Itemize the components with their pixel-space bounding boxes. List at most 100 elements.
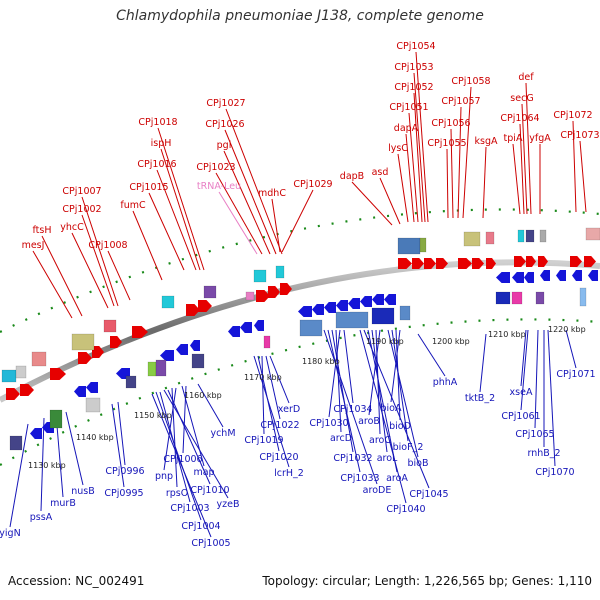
gene-label-trna-leu[interactable]: tRNA-Leu: [197, 181, 241, 192]
gene-label-yign[interactable]: yigN: [0, 528, 21, 539]
feature-box[interactable]: [85, 397, 101, 413]
reverse-gene-arrow[interactable]: [336, 300, 348, 311]
forward-gene-arrow[interactable]: [412, 258, 424, 269]
feature-box[interactable]: [371, 307, 395, 325]
reverse-gene-arrow[interactable]: [556, 270, 566, 281]
reverse-gene-arrow[interactable]: [254, 320, 264, 331]
reverse-gene-arrow[interactable]: [524, 272, 534, 283]
gene-label-cpj1070[interactable]: CPj1070: [535, 467, 574, 478]
gene-label-aroa[interactable]: aroA: [386, 473, 408, 484]
gene-label-arob[interactable]: aroB: [358, 416, 380, 427]
forward-gene-arrow[interactable]: [92, 346, 104, 358]
gene-label-yzeb[interactable]: yzeB: [217, 499, 240, 510]
gene-label-biod[interactable]: bioD: [389, 421, 411, 432]
gene-label-arol[interactable]: aroL: [377, 453, 398, 464]
gene-label-cpj1061[interactable]: CPj1061: [501, 411, 540, 422]
gene-label-cpj1026[interactable]: CPj1026: [205, 119, 244, 130]
gene-label-cpj1056[interactable]: CPj1056: [431, 118, 470, 129]
gene-label-isph[interactable]: ispH: [151, 138, 172, 149]
forward-gene-arrow[interactable]: [570, 256, 582, 267]
forward-gene-arrow[interactable]: [280, 283, 292, 295]
reverse-gene-arrow[interactable]: [372, 294, 384, 305]
forward-gene-arrow[interactable]: [78, 352, 92, 364]
reverse-gene-arrow[interactable]: [240, 322, 252, 333]
feature-box[interactable]: [9, 435, 23, 451]
feature-box[interactable]: [245, 291, 255, 301]
gene-label-cpj1005[interactable]: CPj1005: [191, 538, 230, 549]
forward-gene-arrow[interactable]: [526, 256, 536, 267]
gene-label-lysc[interactable]: lysC: [388, 143, 408, 154]
gene-label-cpj1020[interactable]: CPj1020: [259, 452, 298, 463]
feature-box[interactable]: [191, 353, 205, 369]
feature-box[interactable]: [49, 409, 63, 429]
forward-gene-arrow[interactable]: [186, 304, 200, 316]
feature-box[interactable]: [525, 229, 535, 243]
gene-label-cpj0995[interactable]: CPj0995: [104, 488, 143, 499]
reverse-gene-arrow[interactable]: [496, 272, 510, 283]
forward-gene-arrow[interactable]: [6, 388, 20, 400]
gene-label-cpj1027[interactable]: CPj1027: [206, 98, 245, 109]
feature-box[interactable]: [299, 319, 323, 337]
gene-label-ychm[interactable]: ychM: [210, 428, 235, 439]
gene-label-pnp[interactable]: pnp: [155, 471, 173, 482]
gene-label-arode[interactable]: aroDE: [363, 485, 392, 496]
feature-box[interactable]: [253, 269, 267, 283]
gene-label-cpj1057[interactable]: CPj1057: [441, 96, 480, 107]
feature-box[interactable]: [155, 359, 167, 377]
gene-label-lcrh-2[interactable]: lcrH_2: [274, 468, 304, 479]
reverse-gene-arrow[interactable]: [30, 428, 42, 439]
reverse-gene-arrow[interactable]: [298, 306, 312, 317]
feature-box[interactable]: [1, 369, 17, 383]
gene-label-cpj1073[interactable]: CPj1073: [560, 130, 599, 141]
feature-box[interactable]: [579, 287, 587, 307]
gene-label-cpj1040[interactable]: CPj1040: [386, 504, 425, 515]
forward-gene-arrow[interactable]: [198, 300, 212, 312]
forward-gene-arrow[interactable]: [472, 258, 484, 269]
gene-label-cpj1064[interactable]: CPj1064: [500, 113, 539, 124]
feature-box[interactable]: [535, 291, 545, 305]
gene-label-cpj1055[interactable]: CPj1055: [427, 138, 466, 149]
gene-label-rnhb-2[interactable]: rnhB_2: [527, 448, 560, 459]
gene-label-yfga[interactable]: yfgA: [529, 133, 551, 144]
gene-label-rpso[interactable]: rpsO: [166, 488, 188, 499]
feature-box[interactable]: [539, 229, 547, 243]
gene-label-pssa[interactable]: pssA: [30, 512, 53, 523]
feature-box[interactable]: [585, 227, 600, 241]
gene-label-phha[interactable]: phhA: [433, 377, 458, 388]
forward-gene-arrow[interactable]: [20, 384, 34, 396]
feature-box[interactable]: [275, 265, 285, 279]
gene-label-biob[interactable]: bioB: [408, 458, 429, 469]
gene-label-tpia[interactable]: tpiA: [504, 133, 523, 144]
feature-box[interactable]: [147, 361, 157, 377]
forward-gene-arrow[interactable]: [398, 258, 412, 269]
forward-gene-arrow[interactable]: [132, 326, 148, 338]
gene-label-nusb[interactable]: nusB: [71, 486, 95, 497]
feature-box[interactable]: [203, 285, 217, 299]
feature-box[interactable]: [463, 231, 481, 247]
gene-label-cpj1015[interactable]: CPj1015: [129, 182, 168, 193]
forward-gene-arrow[interactable]: [584, 256, 596, 267]
reverse-gene-arrow[interactable]: [324, 302, 336, 313]
gene-label-murb[interactable]: murB: [50, 498, 76, 509]
reverse-gene-arrow[interactable]: [540, 270, 550, 281]
feature-box[interactable]: [495, 291, 511, 305]
feature-box[interactable]: [15, 365, 27, 379]
gene-label-cpj1065[interactable]: CPj1065: [515, 429, 554, 440]
forward-gene-arrow[interactable]: [268, 286, 280, 298]
gene-label-cpj1052[interactable]: CPj1052: [394, 82, 433, 93]
gene-label-biof-2[interactable]: bioF_2: [393, 442, 424, 453]
gene-label-xerd[interactable]: xerD: [278, 404, 300, 415]
reverse-gene-arrow[interactable]: [74, 386, 86, 397]
gene-label-cpj1072[interactable]: CPj1072: [553, 110, 592, 121]
gene-label-cpj1008[interactable]: CPj1008: [88, 240, 127, 251]
gene-label-cpj1004[interactable]: CPj1004: [181, 521, 220, 532]
gene-label-cpj1019[interactable]: CPj1019: [244, 435, 283, 446]
gene-label-cpj1045[interactable]: CPj1045: [409, 489, 448, 500]
gene-label-mesj[interactable]: mesJ: [22, 240, 45, 251]
reverse-gene-arrow[interactable]: [176, 344, 188, 355]
forward-gene-arrow[interactable]: [50, 368, 66, 380]
feature-box[interactable]: [125, 375, 137, 389]
gene-label-pgi[interactable]: pgi: [217, 140, 232, 151]
forward-gene-arrow[interactable]: [458, 258, 472, 269]
